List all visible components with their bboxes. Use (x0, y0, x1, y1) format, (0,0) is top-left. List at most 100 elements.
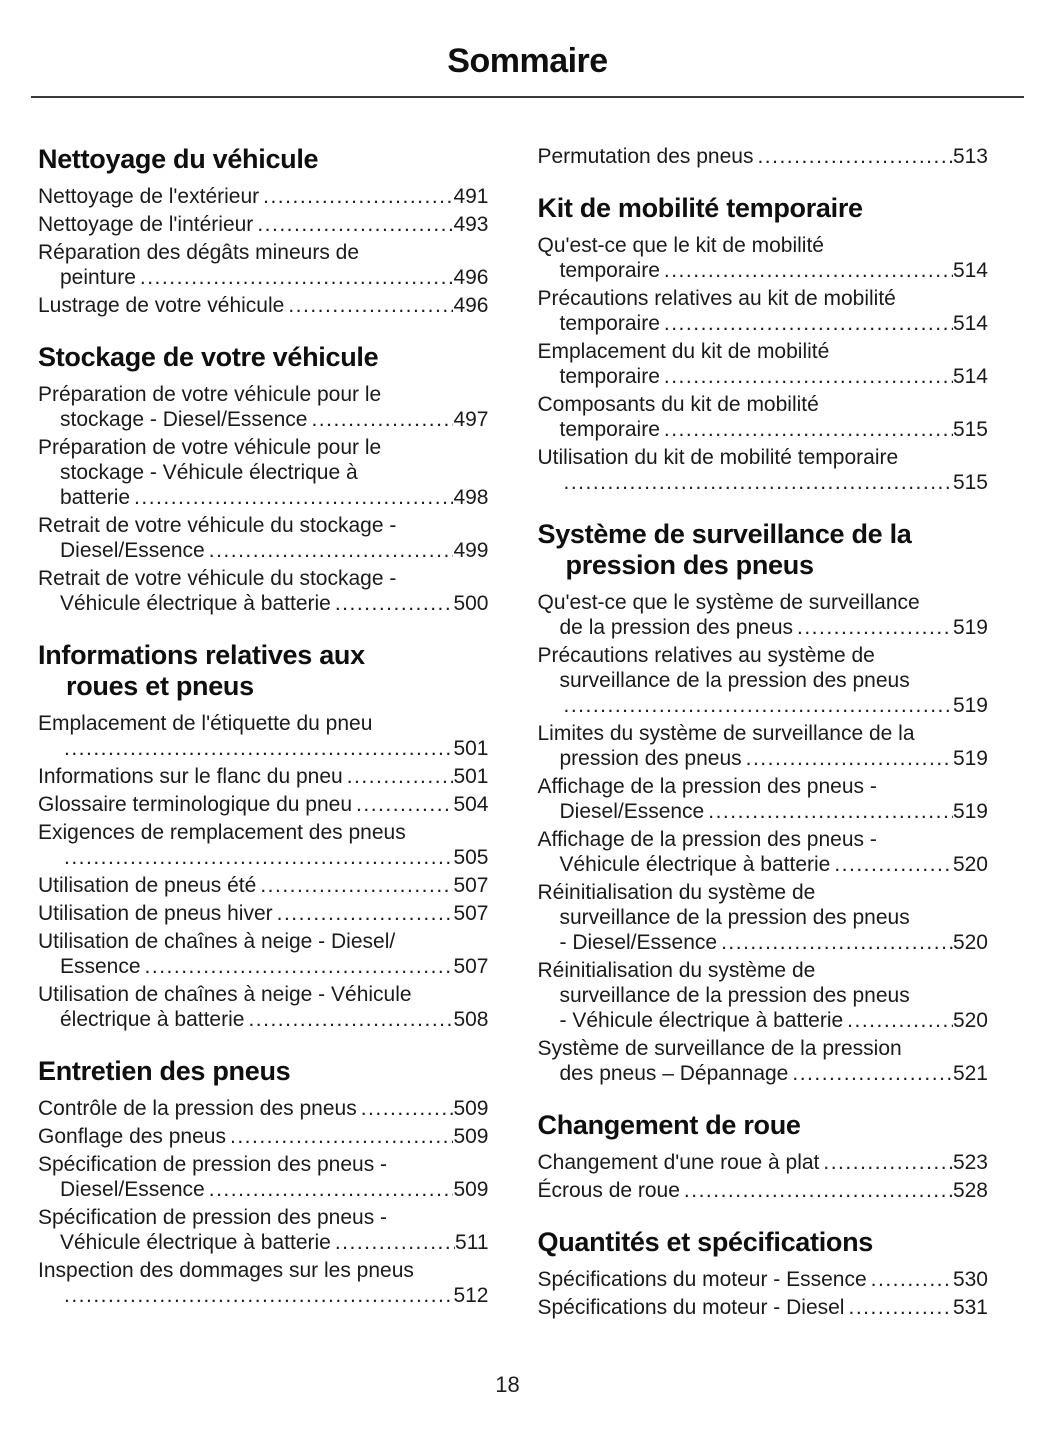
toc-entry-page-ref: 511 (455, 1231, 489, 1254)
toc-entry[interactable]: Réinitialisation du système de surveillan… (538, 958, 989, 1033)
toc-entry[interactable]: Affichage de la pression des pneus - Dies… (538, 774, 989, 824)
toc-entry-line: 501 (38, 736, 488, 761)
toc-entry-line: Diesel/Essence 519 (538, 799, 989, 824)
dot-leader (757, 144, 952, 169)
toc-entry[interactable]: Spécifications du moteur - Diesel 531 (538, 1295, 989, 1320)
toc-section: Quantités et spécifications Spécification… (538, 1227, 989, 1320)
toc-entry-line: Retrait de votre véhicule du stockage - (38, 567, 397, 590)
toc-section-heading: Changement de roue (538, 1110, 989, 1141)
toc-section: Permutation des pneus 513 (538, 144, 989, 169)
toc-entry[interactable]: Utilisation de pneus hiver 507 (38, 901, 489, 926)
toc-entry-line: Limites du système de surveillance de la (537, 722, 915, 745)
toc-entry[interactable]: Nettoyage de l'extérieur 491 (38, 184, 489, 209)
toc-entry-page-ref: 512 (453, 1284, 489, 1307)
toc-entry-page-ref: 520 (952, 853, 988, 876)
toc-entry[interactable]: Réinitialisation du système de surveillan… (538, 880, 989, 955)
toc-entry-line: Écrous de roue 528 (538, 1178, 989, 1203)
toc-entry-line: Utilisation de chaînes à neige - Véhicul… (38, 983, 412, 1006)
toc-entry[interactable]: Spécifications du moteur - Essence 530 (538, 1267, 989, 1292)
toc-entry-page-ref: 504 (453, 793, 489, 816)
toc-entry[interactable]: Retrait de votre véhicule du stockage -D… (38, 513, 489, 563)
toc-entry[interactable]: Précautions relatives au kit de mobilité… (538, 286, 989, 336)
dot-leader (263, 184, 453, 209)
toc-entry-line: Gonflage des pneus 509 (38, 1124, 489, 1149)
toc-entry[interactable]: Système de surveillance de la pression de… (538, 1036, 989, 1086)
toc-entry-label: batterie (60, 486, 131, 509)
dot-leader (335, 591, 454, 616)
dot-leader (257, 212, 453, 237)
toc-entry-page-ref: 499 (453, 539, 489, 562)
toc-entry[interactable]: Informations sur le flanc du pneu 501 (38, 764, 489, 789)
toc-section: Changement de roue Changement d'une roue … (538, 1110, 989, 1203)
toc-entry[interactable]: Exigences de remplacement des pneus 505 (38, 820, 489, 870)
toc-entry[interactable]: Utilisation de chaînes à neige - Diesel/… (38, 929, 489, 979)
toc-entry-label: stockage - Diesel/Essence (60, 408, 308, 431)
toc-entry[interactable]: Limites du système de surveillance de la… (538, 721, 989, 771)
toc-section-heading: Entretien des pneus (38, 1056, 489, 1087)
toc-entry-label: Utilisation de pneus été (38, 874, 257, 897)
toc-entry-page-ref: 514 (952, 312, 988, 335)
toc-entry[interactable]: Spécification de pression des pneus - Véh… (38, 1205, 489, 1255)
toc-entry-page-ref: 505 (453, 846, 489, 869)
toc-entry[interactable]: Utilisation du kit de mobilité temporair… (538, 445, 989, 495)
toc-entry[interactable]: Retrait de votre véhicule du stockage -V… (38, 566, 489, 616)
dot-leader (347, 764, 454, 789)
toc-entry[interactable]: Réparation des dégâts mineurs de peinture… (38, 240, 489, 290)
toc-entry-label: Essence (60, 955, 141, 978)
toc-entry[interactable]: Utilisation de chaînes à neige - Véhicul… (38, 982, 489, 1032)
toc-entry[interactable]: Gonflage des pneus 509 (38, 1124, 489, 1149)
toc-entry-page-ref: 528 (952, 1179, 988, 1202)
toc-entry-page-ref: 501 (453, 765, 489, 788)
toc-section-heading-line: Informations relatives aux (38, 640, 365, 670)
dot-leader (664, 258, 953, 283)
toc-entry-line: 515 (538, 470, 988, 495)
toc-entry[interactable]: Préparation de votre véhicule pour le sto… (38, 435, 489, 510)
toc-entry[interactable]: Permutation des pneus 513 (538, 144, 989, 169)
toc-entry[interactable]: Préparation de votre véhicule pour le sto… (38, 382, 489, 432)
toc-entry-line: Emplacement du kit de mobilité (537, 340, 830, 363)
toc-entry-page-ref: 531 (952, 1296, 988, 1319)
toc-entry[interactable]: Précautions relatives au système de surve… (538, 643, 989, 718)
toc-entry-label: temporaire (559, 259, 660, 282)
toc-entry-line: Changement d'une roue à plat 523 (538, 1150, 989, 1175)
toc-entry-line: Retrait de votre véhicule du stockage - (38, 514, 397, 537)
title-divider (31, 96, 1024, 98)
toc-section: Nettoyage du véhicule Nettoyage de l'exté… (38, 144, 489, 318)
dot-leader (248, 1007, 453, 1032)
toc-entry[interactable]: Affichage de la pression des pneus - Véhi… (538, 827, 989, 877)
toc-entry-line: électrique à batterie 508 (38, 1007, 489, 1032)
toc-entry-line: Contrôle de la pression des pneus 509 (38, 1096, 489, 1121)
toc-entry-line: Diesel/Essence 499 (38, 538, 489, 563)
toc-entry[interactable]: Nettoyage de l'intérieur 493 (38, 212, 489, 237)
toc-entry[interactable]: Lustrage de votre véhicule 496 (38, 293, 489, 318)
dot-leader (64, 1283, 453, 1308)
toc-entry-page-ref: 514 (952, 259, 988, 282)
toc-entry[interactable]: Emplacement de l'étiquette du pneu 501 (38, 711, 489, 761)
dot-leader (361, 1096, 454, 1121)
toc-entry[interactable]: Utilisation de pneus été 507 (38, 873, 489, 898)
toc-entry[interactable]: Inspection des dommages sur les pneus 512 (38, 1258, 489, 1308)
table-of-contents: Nettoyage du véhicule Nettoyage de l'exté… (0, 98, 1055, 1323)
toc-entry[interactable]: Qu'est-ce que le kit de mobilité temporai… (538, 233, 989, 283)
toc-entry-label: des pneus – Dépannage (559, 1062, 789, 1085)
toc-entry[interactable]: Qu'est-ce que le système de surveillance… (538, 590, 989, 640)
toc-entry-line: Qu'est-ce que le système de surveillance (537, 591, 920, 614)
toc-entry[interactable]: Emplacement du kit de mobilité temporaire… (538, 339, 989, 389)
toc-entry-line: stockage - Véhicule électrique à (60, 461, 358, 484)
toc-section-heading-line: roues et pneus (66, 671, 254, 701)
toc-entry[interactable]: Changement d'une roue à plat 523 (538, 1150, 989, 1175)
toc-entry-page-ref: 519 (952, 694, 988, 717)
toc-entry-line: 505 (38, 845, 489, 870)
toc-entry-line: Spécifications du moteur - Essence 530 (538, 1267, 989, 1292)
toc-entry-page-ref: 508 (453, 1008, 489, 1031)
toc-entry[interactable]: Glossaire terminologique du pneu 504 (38, 792, 489, 817)
toc-entry[interactable]: Spécification de pression des pneus - Die… (38, 1152, 489, 1202)
toc-entry-label: Contrôle de la pression des pneus (38, 1097, 357, 1120)
toc-entry-label: Véhicule électrique à batterie (60, 1231, 331, 1254)
toc-entry-label: électrique à batterie (60, 1008, 245, 1031)
toc-entry[interactable]: Écrous de roue 528 (538, 1178, 989, 1203)
toc-entry[interactable]: Contrôle de la pression des pneus 509 (38, 1096, 489, 1121)
toc-entry-label: Gonflage des pneus (38, 1125, 226, 1148)
dot-leader (664, 417, 953, 442)
